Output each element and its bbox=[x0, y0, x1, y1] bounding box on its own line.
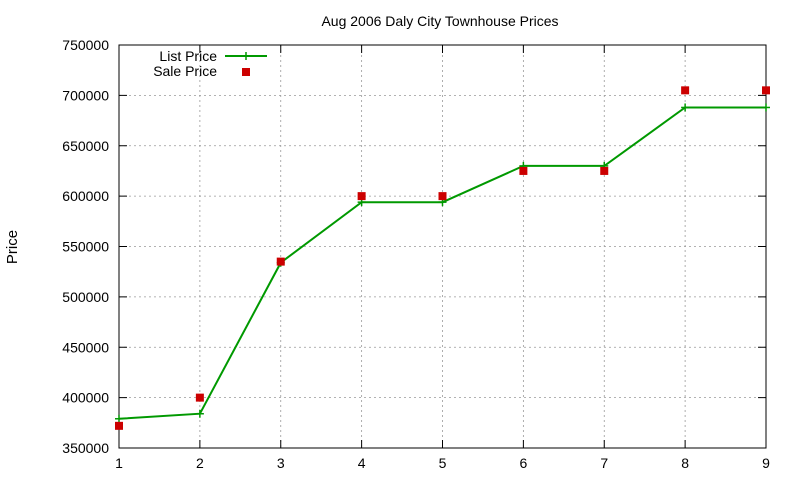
grid bbox=[119, 45, 766, 448]
y-tick-label: 400000 bbox=[62, 390, 109, 406]
y-tick-label: 450000 bbox=[62, 339, 109, 355]
series bbox=[115, 86, 770, 430]
x-tick-label: 8 bbox=[681, 455, 689, 471]
list-price-point bbox=[762, 103, 770, 112]
list-price-point bbox=[115, 414, 123, 423]
legend: List Price Sale Price bbox=[153, 48, 267, 79]
sale-price-point bbox=[519, 166, 528, 175]
x-tick-label: 2 bbox=[196, 455, 204, 471]
y-axis-label: Price bbox=[4, 230, 21, 264]
y-axis-tick-labels: 350000 400000 450000 500000 550000 600000 6500… bbox=[62, 37, 109, 456]
y-tick-label: 350000 bbox=[62, 440, 109, 456]
x-tick-label: 3 bbox=[277, 455, 285, 471]
list-price-line bbox=[118, 106, 766, 420]
x-tick-label: 4 bbox=[358, 455, 366, 471]
y-tick-label: 750000 bbox=[62, 37, 109, 53]
x-tick-label: 5 bbox=[439, 455, 447, 471]
sale-price-point bbox=[438, 192, 447, 201]
sale-price-point bbox=[276, 257, 285, 266]
y-tick-label: 700000 bbox=[62, 87, 109, 103]
chart-title: Aug 2006 Daly City Townhouse Prices bbox=[321, 13, 558, 29]
list-price-point bbox=[681, 103, 690, 112]
y-tick-label: 500000 bbox=[62, 289, 109, 305]
legend-swatch-sale-price bbox=[242, 68, 250, 76]
sale-price-point bbox=[681, 86, 690, 95]
x-axis-tick-labels: 1 2 3 4 5 6 7 8 9 bbox=[115, 455, 770, 471]
list-price-point bbox=[195, 409, 204, 418]
sale-price-point bbox=[600, 166, 609, 175]
y-tick-label: 650000 bbox=[62, 138, 109, 154]
axis-ticks bbox=[118, 44, 767, 449]
sale-price-point bbox=[195, 393, 204, 402]
legend-label-sale-price: Sale Price bbox=[153, 63, 217, 79]
y-tick-label: 600000 bbox=[62, 188, 109, 204]
x-tick-label: 7 bbox=[600, 455, 608, 471]
sale-price-point bbox=[115, 421, 123, 430]
x-tick-label: 6 bbox=[519, 455, 527, 471]
y-tick-label: 550000 bbox=[62, 239, 109, 255]
legend-label-list-price: List Price bbox=[159, 48, 217, 64]
sale-price-point bbox=[762, 86, 770, 95]
x-tick-label: 9 bbox=[762, 455, 770, 471]
sale-price-point bbox=[357, 192, 366, 201]
x-tick-label: 1 bbox=[115, 455, 123, 471]
